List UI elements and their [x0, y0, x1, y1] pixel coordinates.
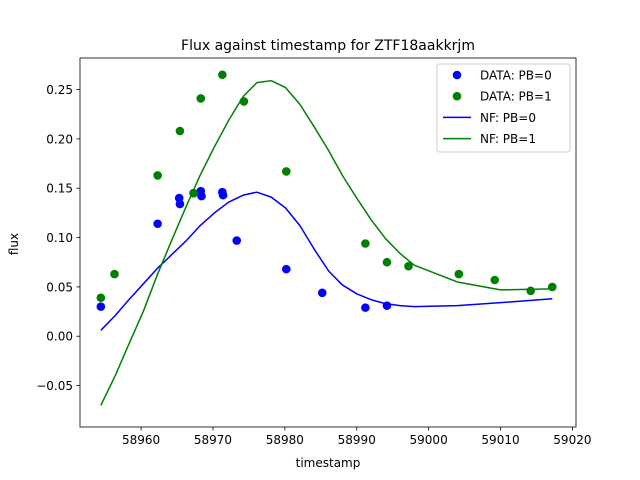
- legend-swatch: [452, 91, 462, 101]
- y-tick-label: 0.05: [46, 280, 73, 294]
- y-tick-label: 0.25: [46, 83, 73, 97]
- legend-label: NF: PB=1: [480, 132, 536, 146]
- data-point: [454, 269, 464, 279]
- y-tick-label: 0.20: [46, 132, 73, 146]
- y-tick-label: 0.15: [46, 182, 73, 196]
- y-tick-label: −0.05: [36, 379, 73, 393]
- legend-item: DATA: PB=0: [452, 69, 552, 83]
- x-tick-label: 58990: [338, 433, 376, 447]
- legend-box: [436, 63, 571, 153]
- x-axis-label: timestamp: [296, 456, 361, 470]
- legend: DATA: PB=0 DATA: PB=1 NF: PB=0 NF: PB=1: [436, 63, 571, 153]
- y-tick-label: 0.00: [46, 330, 73, 344]
- data-point: [96, 293, 106, 303]
- data-point: [175, 199, 185, 209]
- data-point: [361, 239, 370, 248]
- data-point: [110, 269, 119, 279]
- data-point: [196, 94, 206, 103]
- axes-frame: [79, 57, 577, 428]
- data-point: [96, 302, 106, 311]
- data-point: [282, 167, 291, 176]
- series-4: [100, 79, 553, 406]
- series-3: [100, 191, 553, 331]
- legend-label: NF: PB=0: [480, 111, 536, 125]
- data-point: [232, 236, 242, 245]
- legend-label: DATA: PB=1: [480, 90, 552, 104]
- series-line: [100, 191, 553, 331]
- legend-item: NF: PB=1: [443, 132, 536, 146]
- data-point: [490, 275, 500, 285]
- legend-label: DATA: PB=0: [480, 69, 552, 83]
- series-line: [100, 79, 553, 406]
- data-point: [218, 70, 227, 80]
- data-point: [282, 264, 291, 274]
- legend-swatch: [452, 70, 462, 80]
- x-axis: 58960 58970 58980 58990 59000 59010 59020: [122, 427, 591, 447]
- legend-item: DATA: PB=1: [452, 90, 552, 104]
- data-point: [317, 288, 327, 298]
- data-point: [153, 219, 162, 229]
- legend-item: NF: PB=0: [443, 111, 536, 125]
- data-point: [153, 171, 162, 180]
- data-point: [197, 191, 206, 201]
- data-point: [175, 126, 185, 136]
- y-tick-label: 0.10: [46, 231, 73, 245]
- x-tick-label: 59000: [410, 433, 448, 447]
- data-point: [382, 257, 392, 267]
- data-point: [404, 261, 413, 271]
- data-point: [547, 282, 557, 292]
- data-point: [361, 303, 370, 312]
- y-axis-label: flux: [7, 233, 21, 255]
- y-axis: −0.05 0.00 0.05 0.10 0.15 0.20 0.25: [36, 83, 80, 393]
- x-tick-label: 59010: [481, 433, 519, 447]
- data-point: [526, 286, 536, 296]
- x-tick-label: 58960: [122, 433, 160, 447]
- x-tick-label: 59020: [553, 433, 591, 447]
- x-tick-label: 58970: [194, 433, 232, 447]
- data-point: [218, 190, 228, 200]
- chart-title: Flux against timestamp for ZTF18aakkrjm: [181, 38, 475, 54]
- x-tick-label: 58980: [266, 433, 304, 447]
